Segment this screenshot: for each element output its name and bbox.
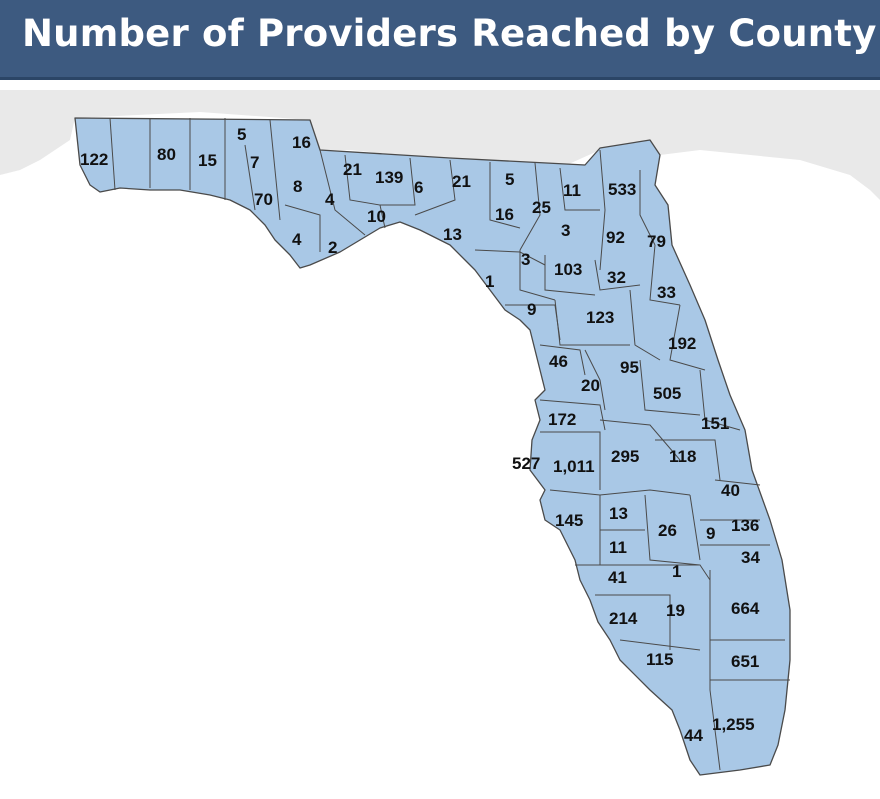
county-label: 5 bbox=[237, 125, 246, 144]
county-label: 9 bbox=[527, 300, 536, 319]
county-label: 115 bbox=[646, 650, 673, 669]
county-label: 1,011 bbox=[553, 457, 595, 476]
county-label: 13 bbox=[443, 225, 462, 244]
county-label: 4 bbox=[292, 230, 302, 249]
county-label: 46 bbox=[549, 352, 568, 371]
neighbor-land bbox=[0, 90, 880, 200]
florida-map: 122 80 15 5 7 16 70 8 4 4 2 21 139 6 21 … bbox=[0, 90, 880, 776]
county-label: 103 bbox=[554, 260, 582, 279]
county-label: 3 bbox=[561, 221, 570, 240]
county-label: 6 bbox=[414, 178, 423, 197]
county-label: 1 bbox=[485, 272, 494, 291]
county-label: 1,255 bbox=[712, 715, 755, 734]
county-label: 527 bbox=[512, 454, 540, 473]
county-labels: 122 80 15 5 7 16 70 8 4 4 2 21 139 6 21 … bbox=[80, 125, 760, 745]
county-label: 7 bbox=[250, 153, 259, 172]
florida-outline bbox=[74, 117, 791, 776]
county-label: 192 bbox=[668, 334, 696, 353]
county-label: 26 bbox=[658, 521, 677, 540]
county-label: 33 bbox=[657, 283, 676, 302]
county-label: 145 bbox=[555, 511, 583, 530]
county-label: 4 bbox=[325, 190, 335, 209]
county-label: 41 bbox=[608, 568, 627, 587]
county-label: 9 bbox=[706, 524, 715, 543]
county-label: 70 bbox=[254, 190, 273, 209]
county-label: 1 bbox=[672, 562, 681, 581]
county-label: 214 bbox=[609, 609, 638, 628]
county-label: 664 bbox=[731, 599, 760, 618]
county-label: 123 bbox=[586, 308, 614, 327]
county-label: 10 bbox=[367, 207, 386, 226]
county-label: 295 bbox=[611, 447, 639, 466]
county-label: 20 bbox=[581, 376, 600, 395]
county-label: 11 bbox=[609, 538, 627, 557]
county-label: 21 bbox=[343, 160, 362, 179]
county-label: 44 bbox=[684, 726, 703, 745]
county-label: 118 bbox=[669, 447, 696, 466]
county-label: 172 bbox=[548, 410, 576, 429]
county-label: 533 bbox=[608, 180, 636, 199]
county-label: 3 bbox=[521, 250, 530, 269]
county-label: 92 bbox=[606, 228, 625, 247]
county-label: 122 bbox=[80, 150, 108, 169]
county-label: 32 bbox=[607, 268, 626, 287]
county-label: 136 bbox=[731, 516, 759, 535]
county-label: 151 bbox=[701, 414, 729, 433]
county-label: 505 bbox=[653, 384, 681, 403]
county-label: 34 bbox=[741, 548, 760, 567]
county-label: 16 bbox=[292, 133, 311, 152]
county-label: 19 bbox=[666, 601, 685, 620]
county-label: 5 bbox=[505, 170, 514, 189]
county-label: 40 bbox=[721, 481, 740, 500]
county-label: 21 bbox=[452, 172, 471, 191]
county-label: 95 bbox=[620, 358, 639, 377]
county-label: 16 bbox=[495, 205, 514, 224]
county-borders bbox=[109, 117, 790, 771]
county-label: 2 bbox=[328, 238, 337, 257]
county-label: 13 bbox=[609, 504, 628, 523]
county-label: 79 bbox=[647, 232, 666, 251]
county-label: 8 bbox=[293, 177, 302, 196]
county-label: 651 bbox=[731, 652, 759, 671]
title-bar: Number of Providers Reached by County bbox=[0, 0, 880, 80]
county-label: 11 bbox=[563, 181, 581, 200]
county-label: 139 bbox=[375, 168, 403, 187]
page-title: Number of Providers Reached by County bbox=[22, 12, 877, 55]
county-label: 15 bbox=[198, 151, 217, 170]
county-label: 80 bbox=[157, 145, 176, 164]
county-label: 25 bbox=[532, 198, 551, 217]
